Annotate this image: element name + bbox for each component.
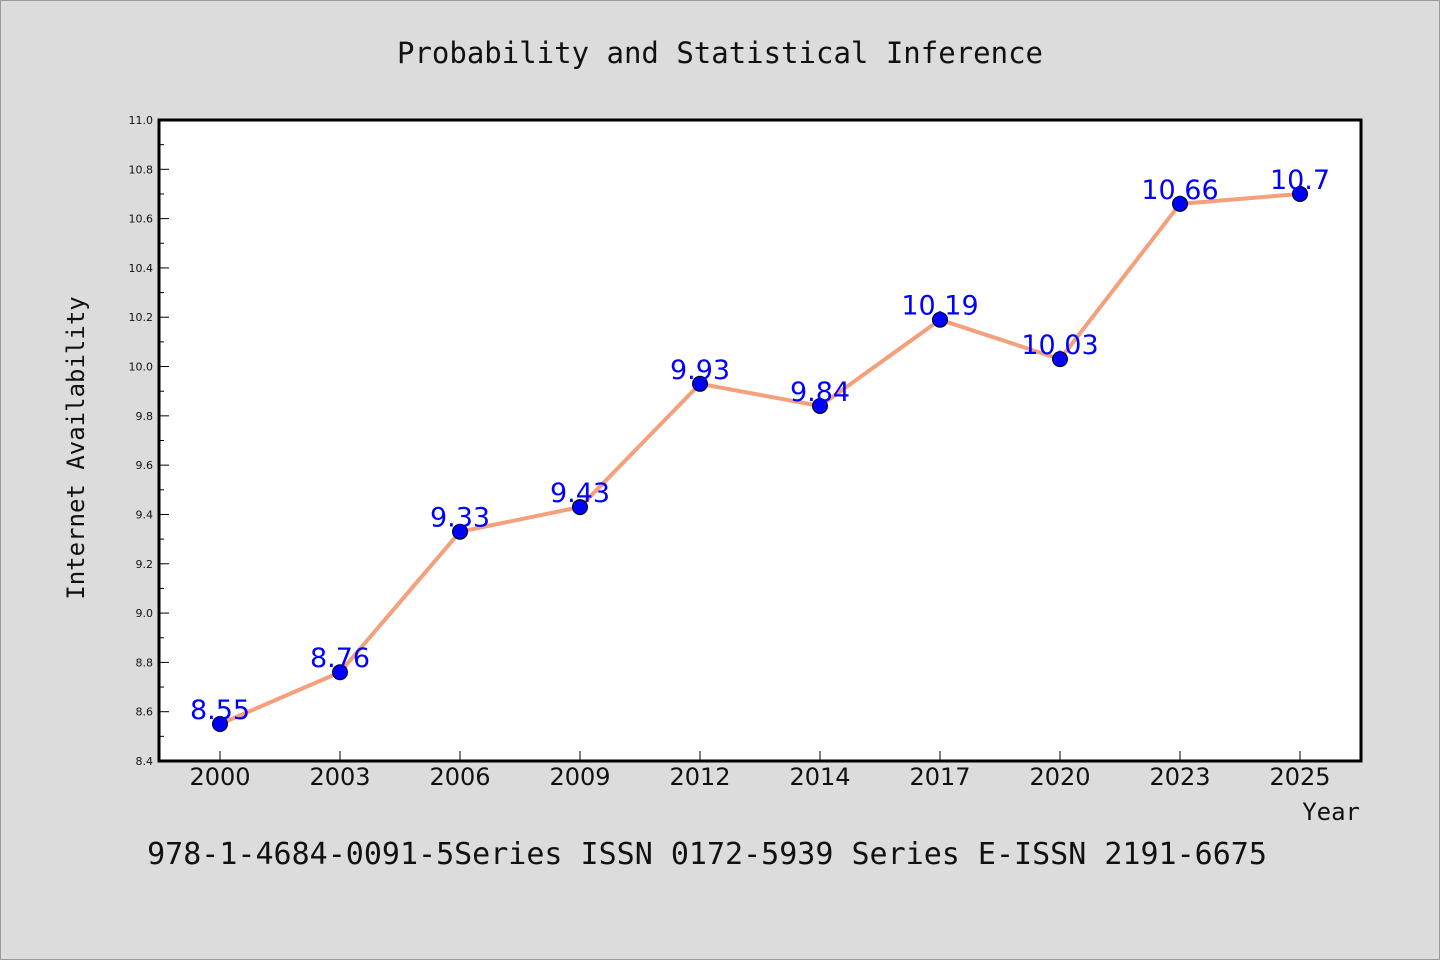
x-tick-label: 2017 [909,763,970,791]
y-axis-label: Internet Availability [62,296,90,599]
y-tick-label: 8.6 [136,706,154,719]
data-label: 8.55 [190,695,250,726]
x-tick-label: 2009 [549,763,610,791]
x-tick-label: 2006 [429,763,490,791]
y-tick-label: 9.2 [136,558,154,571]
y-tick-label: 9.6 [136,459,154,472]
data-point [1052,351,1068,368]
y-tick-label: 10.4 [129,262,154,275]
data-label: 10.19 [901,291,978,322]
data-point [572,499,588,516]
y-tick-label: 9.8 [136,410,154,423]
series-group: 8.55 8.76 9.33 9.43 9.93 9.84 10.19 10.03 10.66 1… [190,165,1330,733]
data-label: 9.84 [790,377,850,408]
y-tick-label: 9.0 [136,607,154,620]
y-tick-label: 10.2 [129,311,154,324]
y-tick-label: 10.0 [129,361,154,374]
x-axis-label: Year [1302,798,1360,826]
y-tick-label: 10.8 [129,163,154,176]
data-point [812,397,828,414]
data-label: 9.93 [670,355,730,386]
data-label: 10.03 [1021,330,1098,361]
x-tick-label: 2023 [1149,763,1210,791]
x-tick-label: 2000 [189,763,250,791]
y-tick-label: 9.4 [136,508,154,521]
data-point [1172,195,1188,212]
data-point [212,716,228,733]
isbn-issn-footer: 978-1-4684-0091-5Series ISSN 0172-5939 S… [147,837,1267,872]
data-point [452,523,468,540]
data-point [692,375,708,392]
data-point [932,311,948,328]
x-tick-label: 2020 [1029,763,1090,791]
y-tick-label: 8.8 [136,656,154,669]
y-tick-label: 8.4 [136,755,154,768]
data-point [1292,185,1308,202]
data-label: 8.76 [310,643,370,674]
x-tick-label: 2014 [789,763,850,791]
x-tick-label: 2025 [1269,763,1330,791]
data-point [332,664,348,681]
x-axis-ticks: 2000 2003 2006 2009 2012 2014 2017 2020 2023 2025 [189,751,1331,791]
data-label: 9.33 [430,503,490,534]
x-tick-label: 2012 [669,763,730,791]
y-axis-ticks: 8.4 8.6 8.8 9.0 9.2 9.4 9.6 9.8 10.0 10.2 10.4 10.6… [129,114,169,768]
series-line [219,191,1301,726]
y-tick-label: 11.0 [129,114,154,127]
data-label: 9.43 [550,478,610,509]
data-label: 10.66 [1141,175,1218,206]
data-label: 10.7 [1270,165,1330,196]
y-tick-label: 10.6 [129,213,154,226]
chart-title: Probability and Statistical Inference [397,36,1043,70]
x-tick-label: 2003 [309,763,370,791]
